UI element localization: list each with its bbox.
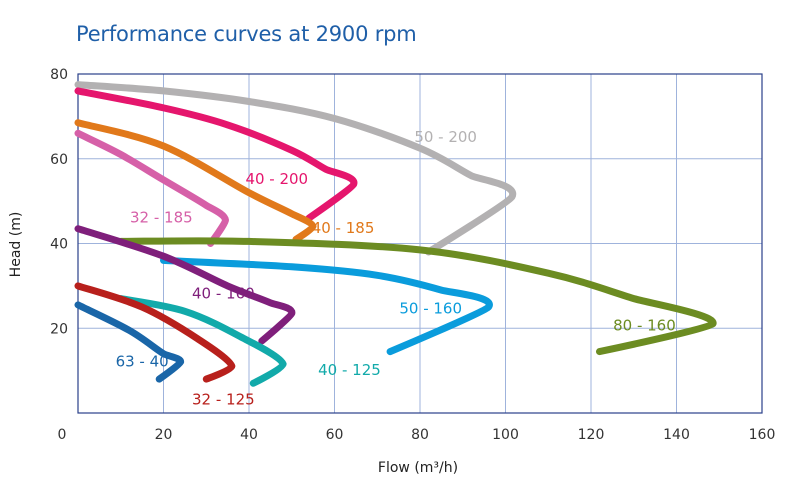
series-label-50-200: 50 - 200: [414, 128, 477, 146]
plot-frame: [77, 73, 763, 414]
series-line-40-200: [74, 87, 358, 222]
series-line-50-160: [160, 256, 493, 356]
series-line-32-185: [74, 129, 229, 247]
series-label-50-160: 50 - 160: [399, 299, 462, 317]
x-tick-label: 0: [58, 427, 67, 443]
series-line-80-160: [117, 237, 717, 356]
x-tick-label: 120: [578, 427, 605, 443]
y-axis-label: Head (m): [8, 212, 24, 278]
series-labels: 50 - 200 40 - 200 40 - 185 32 - 185 80 - 160…: [116, 128, 676, 409]
chart-title: Performance curves at 2900 rpm: [76, 22, 417, 46]
series-line-40-125: [117, 295, 287, 387]
x-tick-label: 100: [492, 427, 519, 443]
x-tick-label: 60: [326, 427, 344, 443]
x-tick-label: 80: [411, 427, 429, 443]
series: [74, 81, 717, 387]
y-tick-label: 80: [50, 67, 68, 83]
series-line-63-40: [74, 301, 185, 383]
x-tick-label: 40: [240, 427, 258, 443]
x-tick-label: 160: [749, 427, 776, 443]
series-label-80-160: 80 - 160: [613, 316, 676, 334]
y-tick-label: 40: [50, 237, 68, 253]
y-tick-label: 60: [50, 152, 68, 168]
series-label-40-185: 40 - 185: [312, 219, 375, 237]
x-axis-label: Flow (m³/h): [378, 460, 458, 476]
series-line-40-160: [74, 225, 296, 345]
x-tick-label: 140: [663, 427, 690, 443]
series-line-40-185: [74, 119, 317, 243]
series-label-40-200: 40 - 200: [245, 170, 308, 188]
series-label-63-40: 63 - 40: [116, 352, 169, 370]
series-line-32-125: [74, 282, 236, 383]
series-label-32-185: 32 - 185: [130, 208, 193, 226]
y-tick-label: 20: [50, 321, 68, 337]
series-label-40-160: 40 - 160: [192, 285, 255, 303]
axes: 0 20 40 60 80 100 120 140 160 20 40 60 80: [50, 67, 775, 443]
series-line-50-200: [74, 81, 516, 256]
series-label-40-125: 40 - 125: [318, 361, 381, 379]
series-label-32-125: 32 - 125: [192, 391, 255, 409]
x-tick-label: 20: [155, 427, 173, 443]
